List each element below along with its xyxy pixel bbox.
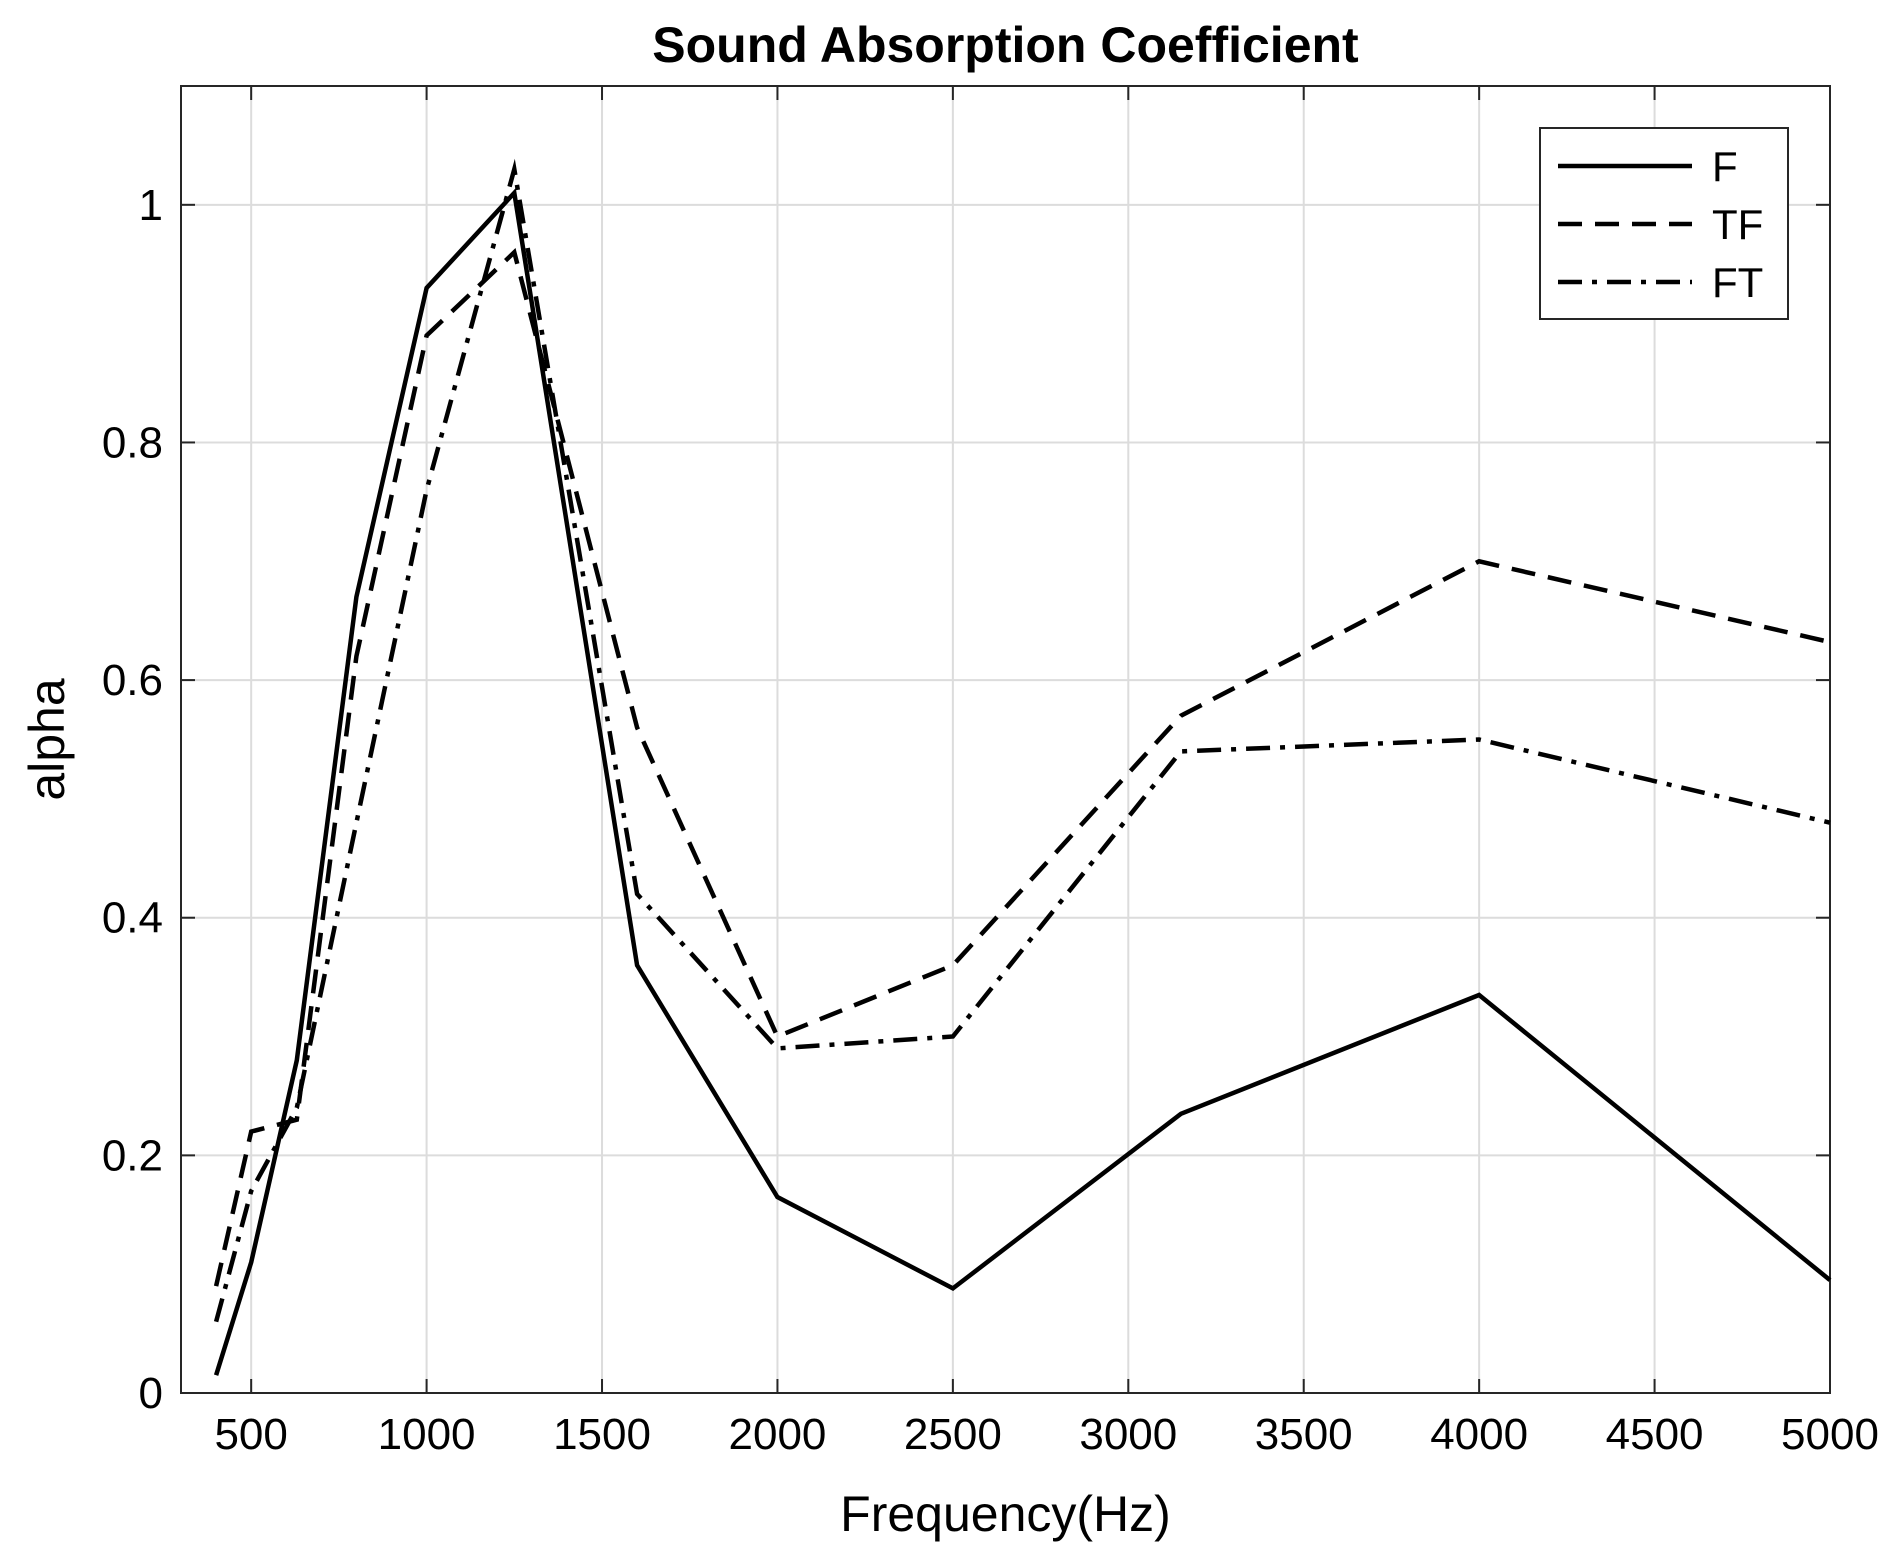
x-tick-label: 5000 (1781, 1410, 1879, 1459)
y-tick-label: 0.8 (102, 418, 163, 467)
y-tick-label: 0 (139, 1369, 163, 1418)
y-tick-label: 0.6 (102, 656, 163, 705)
x-tick-label: 2000 (729, 1410, 827, 1459)
x-axis-label: Frequency(Hz) (840, 1486, 1171, 1542)
legend-label-ft: FT (1712, 259, 1763, 306)
series-line-ft (213, 158, 1831, 1323)
legend: F TF FT (1539, 127, 1789, 320)
y-tick-label: 0.4 (102, 894, 163, 943)
x-tick-label: 500 (214, 1410, 287, 1459)
x-tick-label: 3500 (1255, 1410, 1353, 1459)
series-line-f (213, 187, 1832, 1376)
y-axis-label: alpha (19, 678, 75, 801)
y-tick-label: 1 (139, 181, 163, 230)
chart-title: Sound Absorption Coefficient (652, 17, 1359, 73)
series-lines (213, 158, 1832, 1376)
x-tick-label: 4000 (1430, 1410, 1528, 1459)
axis-ticks: 500 1000 1500 2000 2500 3000 3500 4000 4500 5000 0… (102, 86, 1879, 1459)
x-tick-label: 4500 (1606, 1410, 1704, 1459)
x-tick-label: 3000 (1079, 1410, 1177, 1459)
x-tick-label: 2500 (904, 1410, 1002, 1459)
x-tick-label: 1000 (378, 1410, 476, 1459)
legend-label-tf: TF (1712, 201, 1763, 248)
y-tick-label: 0.2 (102, 1131, 163, 1180)
plot-frame (180, 85, 1831, 1394)
x-tick-label: 1500 (553, 1410, 651, 1459)
legend-label-f: F (1712, 143, 1738, 190)
